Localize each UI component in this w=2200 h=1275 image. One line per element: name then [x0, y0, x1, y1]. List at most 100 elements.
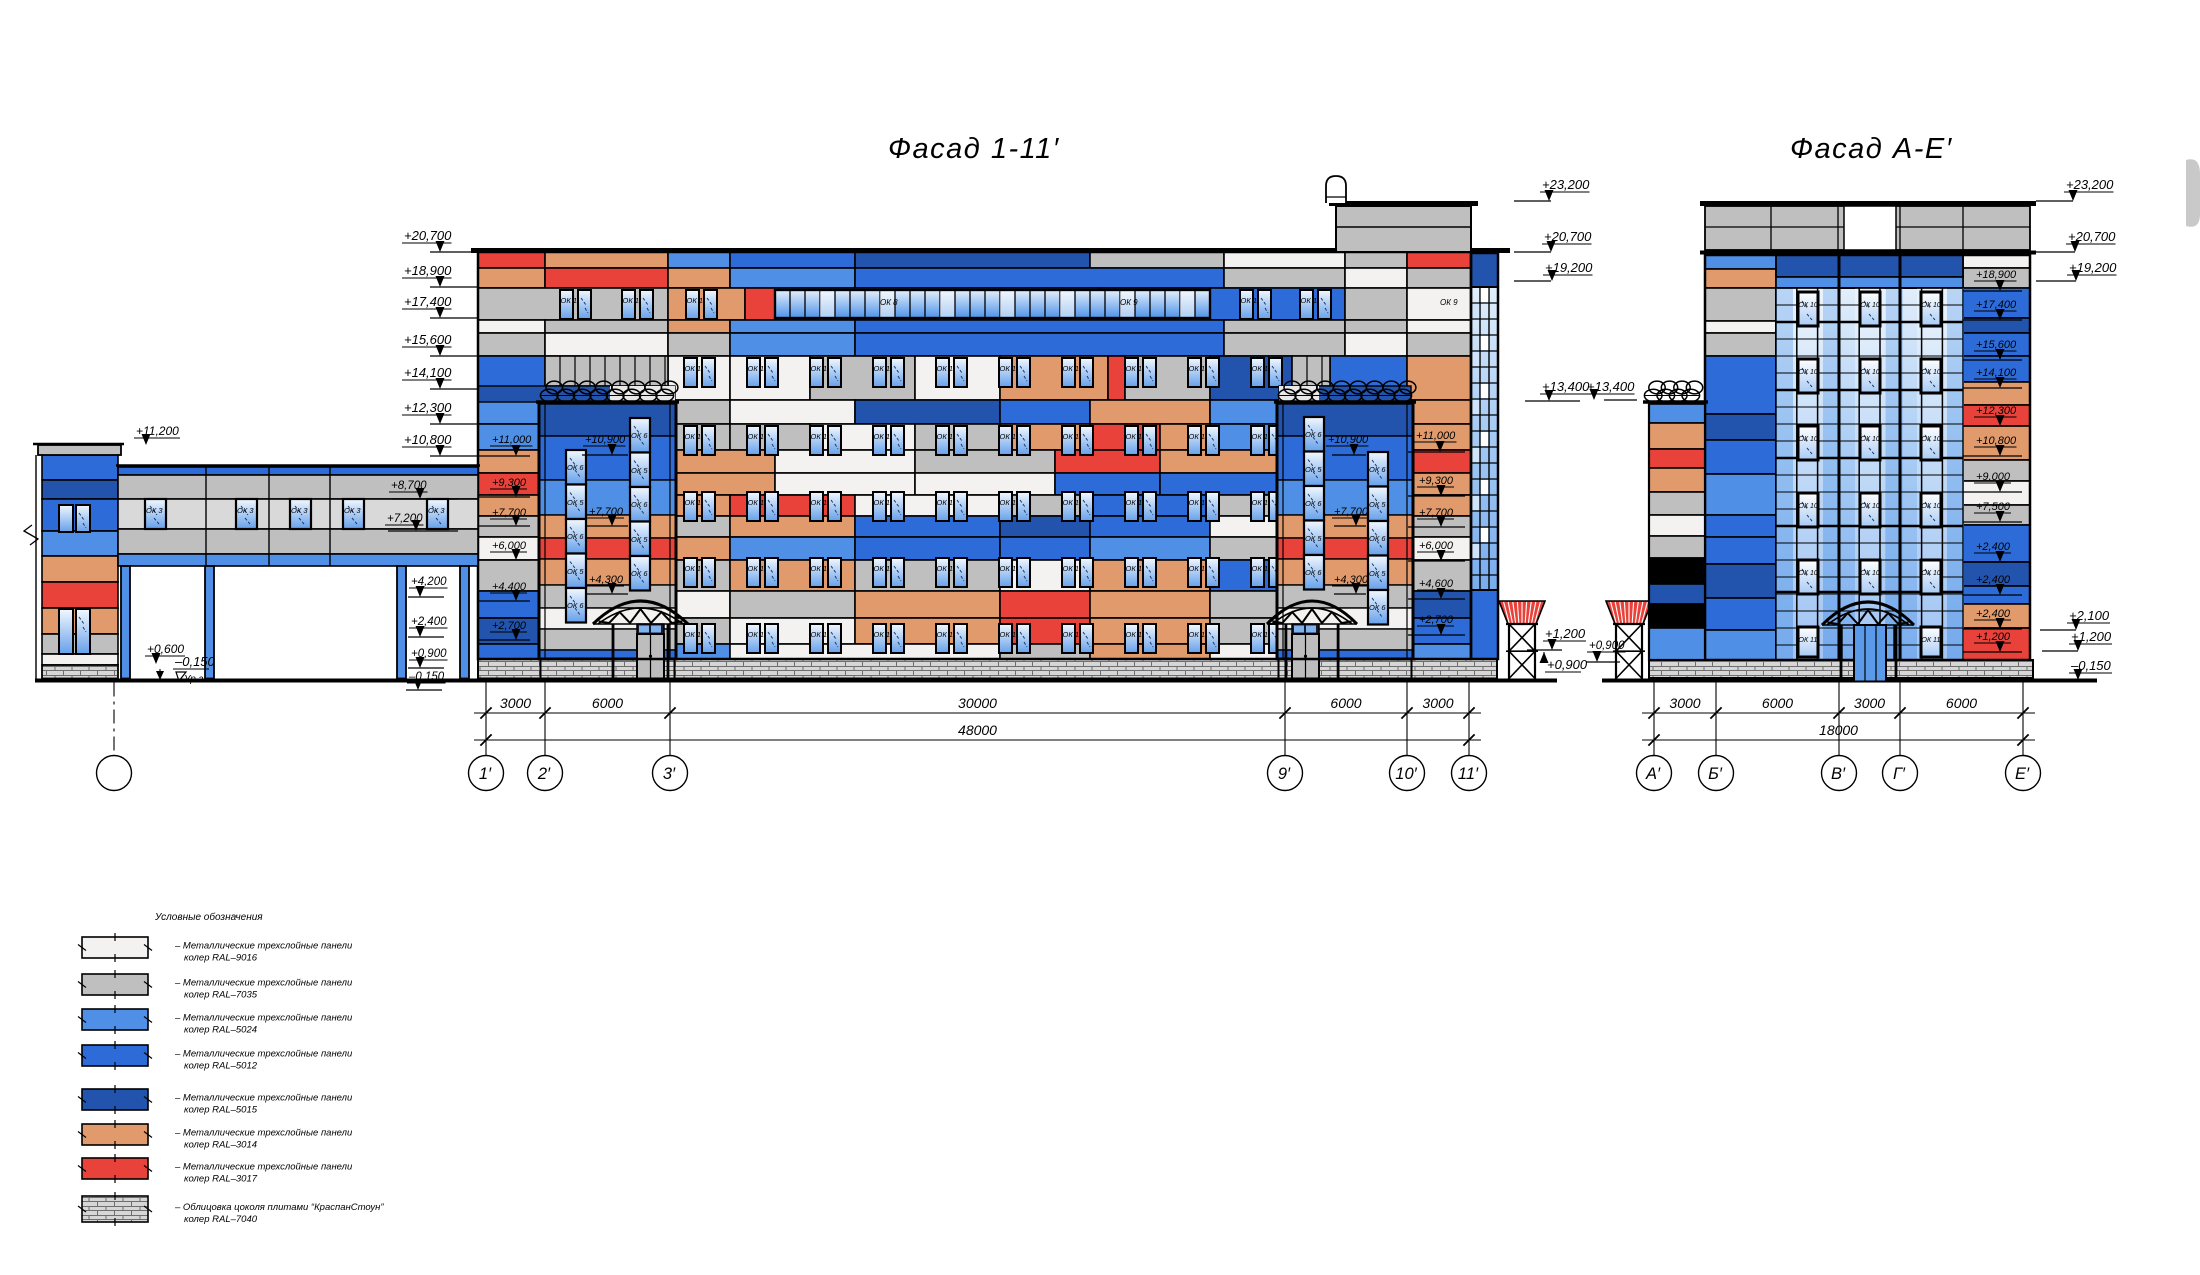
svg-text:ОК 9: ОК 9 [1440, 298, 1458, 307]
svg-text:6000: 6000 [1762, 695, 1793, 711]
svg-text:ОК 10: ОК 10 [1861, 503, 1880, 510]
svg-text:9′: 9′ [1278, 765, 1291, 783]
svg-text:30000: 30000 [958, 695, 997, 711]
svg-text:+4,600: +4,600 [1419, 578, 1454, 590]
svg-text:+7,700: +7,700 [1334, 506, 1369, 518]
svg-text:ОК 1: ОК 1 [685, 630, 702, 639]
svg-text:10′: 10′ [1395, 765, 1417, 783]
svg-text:+14,100: +14,100 [404, 365, 452, 380]
svg-text:ОК 1: ОК 1 [1189, 564, 1206, 573]
svg-text:– Металлические трехслойные па: – Металлические трехслойные панели [174, 1162, 353, 1173]
svg-text:+17,400: +17,400 [404, 294, 452, 309]
svg-text:колер RAL–3014: колер RAL–3014 [184, 1140, 257, 1151]
svg-text:ОК 1: ОК 1 [811, 432, 828, 441]
svg-text:ОК 5: ОК 5 [1369, 500, 1386, 509]
svg-text:+23,200: +23,200 [2066, 177, 2114, 192]
svg-text:ОК 1: ОК 1 [1252, 364, 1269, 373]
svg-text:+7,700: +7,700 [1419, 507, 1454, 519]
svg-text:А′: А′ [1645, 765, 1661, 783]
svg-text:ОК 10: ОК 10 [1799, 570, 1818, 577]
svg-text:+2,400: +2,400 [1976, 608, 2011, 620]
svg-text:+12,300: +12,300 [1976, 405, 2017, 417]
svg-text:ОК 1: ОК 1 [1252, 564, 1269, 573]
svg-text:ОК 3: ОК 3 [291, 506, 308, 515]
svg-text:– Металлические трехслойные па: – Металлические трехслойные панели [174, 941, 353, 952]
svg-text:Г′: Г′ [1893, 765, 1906, 783]
svg-text:ОК 6: ОК 6 [631, 500, 648, 509]
svg-text:ОК 1: ОК 1 [748, 364, 765, 373]
svg-text:ОК 1: ОК 1 [937, 630, 954, 639]
svg-text:ОК 3: ОК 3 [146, 506, 163, 515]
svg-text:+0,600: +0,600 [147, 642, 184, 656]
svg-text:ОК 1: ОК 1 [748, 432, 765, 441]
svg-text:6000: 6000 [592, 695, 623, 711]
svg-text:ОК 1: ОК 1 [1000, 364, 1017, 373]
svg-text:ОК 1: ОК 1 [1063, 364, 1080, 373]
svg-text:ОК 5: ОК 5 [1305, 465, 1322, 474]
svg-text:ОК 1: ОК 1 [748, 564, 765, 573]
svg-text:+20,700: +20,700 [1544, 229, 1592, 244]
svg-text:– Металлические трехслойные па: – Металлические трехслойные панели [174, 1093, 353, 1104]
svg-text:+10,900: +10,900 [585, 434, 626, 446]
svg-text:ОК 1: ОК 1 [937, 498, 954, 507]
svg-text:Б′: Б′ [1708, 765, 1723, 783]
svg-text:ОК 1: ОК 1 [623, 296, 640, 305]
svg-text:+15,600: +15,600 [404, 332, 452, 347]
svg-text:ОК 6: ОК 6 [1305, 499, 1322, 508]
svg-text:–0,150: –0,150 [174, 654, 216, 669]
svg-text:ОК 1: ОК 1 [1063, 564, 1080, 573]
svg-text:ОК 3: ОК 3 [344, 506, 361, 515]
svg-text:ОК 1: ОК 1 [874, 432, 891, 441]
svg-text:ОК 10: ОК 10 [1799, 302, 1818, 309]
svg-text:ОК 1: ОК 1 [685, 498, 702, 507]
svg-text:+4,300: +4,300 [1334, 574, 1369, 586]
svg-text:колер RAL–5024: колер RAL–5024 [184, 1025, 257, 1036]
svg-text:ОК 5: ОК 5 [567, 498, 584, 507]
svg-text:+19,200: +19,200 [1545, 260, 1593, 275]
svg-text:6000: 6000 [1330, 695, 1361, 711]
svg-text:+18,900: +18,900 [404, 263, 452, 278]
svg-text:+2,700: +2,700 [492, 620, 527, 632]
svg-text:ОК 10: ОК 10 [1799, 369, 1818, 376]
svg-text:+10,800: +10,800 [1976, 435, 2017, 447]
svg-text:ОК 1: ОК 1 [874, 498, 891, 507]
svg-text:ОК 1: ОК 1 [748, 630, 765, 639]
svg-text:ОК 1: ОК 1 [811, 564, 828, 573]
svg-text:ОК 1: ОК 1 [1189, 432, 1206, 441]
svg-text:3000: 3000 [500, 695, 531, 711]
svg-text:+20,700: +20,700 [404, 228, 452, 243]
svg-text:48000: 48000 [958, 722, 997, 738]
svg-text:ОК 10: ОК 10 [1922, 570, 1941, 577]
svg-text:–0,150: –0,150 [408, 671, 445, 683]
svg-text:ОК 5: ОК 5 [567, 567, 584, 576]
svg-text:ОК 1: ОК 1 [687, 296, 704, 305]
svg-text:колер RAL–7035: колер RAL–7035 [184, 990, 258, 1001]
svg-text:+4,300: +4,300 [589, 574, 624, 586]
svg-text:ОК 1: ОК 1 [874, 564, 891, 573]
svg-text:– Облицовка цоколя плитами “Кр: – Облицовка цоколя плитами “КраспанСтоун… [174, 1202, 384, 1213]
svg-text:3′: 3′ [663, 765, 676, 783]
svg-text:+6,000: +6,000 [492, 540, 527, 552]
svg-text:ОК 1: ОК 1 [685, 364, 702, 373]
svg-text:колер RAL–5015: колер RAL–5015 [184, 1105, 258, 1116]
svg-text:ОК 1: ОК 1 [1126, 432, 1143, 441]
svg-text:колер RAL–7040: колер RAL–7040 [184, 1214, 258, 1225]
svg-text:3000: 3000 [1422, 695, 1453, 711]
svg-text:ОК 1: ОК 1 [811, 364, 828, 373]
svg-text:+15,600: +15,600 [1976, 339, 2017, 351]
svg-text:ОК 1: ОК 1 [1000, 432, 1017, 441]
svg-text:+1,200: +1,200 [1976, 631, 2011, 643]
svg-text:3000: 3000 [1669, 695, 1700, 711]
svg-text:ОК 10: ОК 10 [1861, 436, 1880, 443]
svg-text:ОК 1: ОК 1 [1126, 498, 1143, 507]
svg-text:ОК 1: ОК 1 [874, 630, 891, 639]
svg-text:Ур.з.: Ур.з. [183, 674, 206, 685]
svg-text:Фасад А-Е′: Фасад А-Е′ [1790, 133, 1953, 165]
svg-text:– Металлические трехслойные па: – Металлические трехслойные панели [174, 1049, 353, 1060]
svg-text:ОК 5: ОК 5 [1305, 534, 1322, 543]
svg-text:2′: 2′ [537, 765, 551, 783]
svg-text:ОК 10: ОК 10 [1861, 302, 1880, 309]
svg-text:+9,300: +9,300 [492, 477, 527, 489]
svg-text:ОК 6: ОК 6 [1305, 430, 1322, 439]
svg-text:ОК 1: ОК 1 [1000, 498, 1017, 507]
